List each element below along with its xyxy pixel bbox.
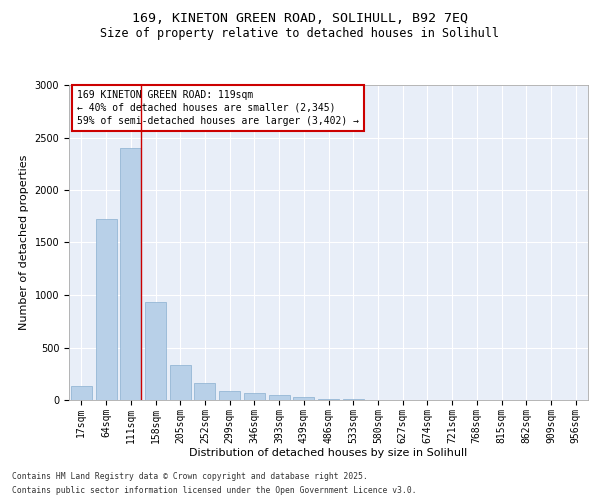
Bar	[95, 220, 116, 400]
Bar	[293, 398, 314, 400]
Bar	[318, 399, 339, 400]
Bar	[269, 396, 290, 400]
Text: Size of property relative to detached houses in Solihull: Size of property relative to detached ho…	[101, 28, 499, 40]
X-axis label: Distribution of detached houses by size in Solihull: Distribution of detached houses by size …	[190, 448, 467, 458]
Bar	[219, 390, 240, 400]
Bar	[194, 383, 215, 400]
Bar	[120, 148, 141, 400]
Bar	[244, 392, 265, 400]
Bar	[145, 302, 166, 400]
Bar	[71, 386, 92, 400]
Text: Contains HM Land Registry data © Crown copyright and database right 2025.: Contains HM Land Registry data © Crown c…	[12, 472, 368, 481]
Text: 169 KINETON GREEN ROAD: 119sqm
← 40% of detached houses are smaller (2,345)
59% : 169 KINETON GREEN ROAD: 119sqm ← 40% of …	[77, 90, 359, 126]
Y-axis label: Number of detached properties: Number of detached properties	[19, 155, 29, 330]
Text: Contains public sector information licensed under the Open Government Licence v3: Contains public sector information licen…	[12, 486, 416, 495]
Bar	[170, 366, 191, 400]
Text: 169, KINETON GREEN ROAD, SOLIHULL, B92 7EQ: 169, KINETON GREEN ROAD, SOLIHULL, B92 7…	[132, 12, 468, 26]
